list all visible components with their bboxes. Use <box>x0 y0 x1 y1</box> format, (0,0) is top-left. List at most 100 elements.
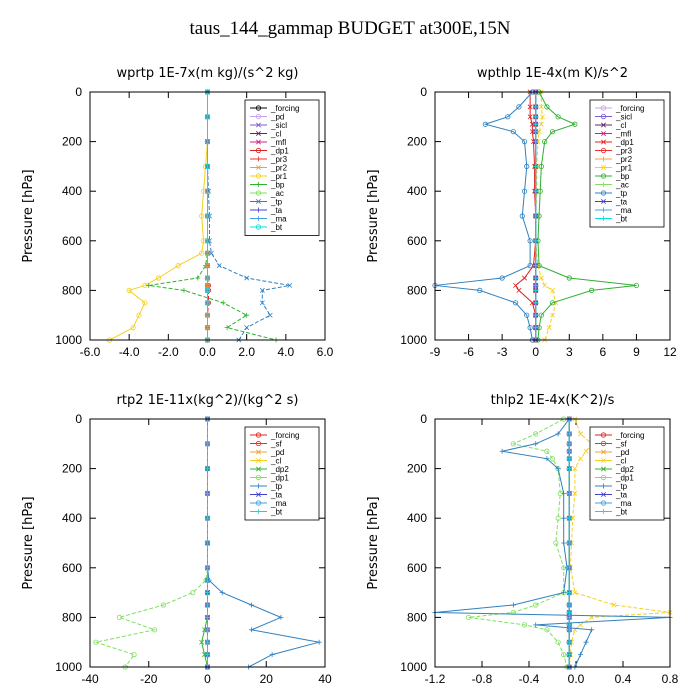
legend-label: _sf <box>615 440 627 449</box>
series-line <box>109 92 208 341</box>
data-point <box>544 627 550 633</box>
data-point <box>538 312 544 318</box>
data-point <box>205 565 210 571</box>
data-point <box>577 431 583 437</box>
y-tick-label: 800 <box>62 610 82 624</box>
data-point <box>195 275 201 281</box>
legend-label: _dp1 <box>270 147 289 156</box>
legend-label: _dp1 <box>615 138 634 147</box>
series-line <box>93 419 208 668</box>
data-point <box>550 287 555 293</box>
legend-label: _pr3 <box>615 147 633 156</box>
x-tick-label: 12 <box>663 345 677 359</box>
data-point <box>482 121 488 127</box>
data-point <box>527 324 533 331</box>
data-point <box>204 282 211 289</box>
legend-marker <box>255 147 262 154</box>
data-point <box>521 188 528 194</box>
data-point <box>205 590 210 596</box>
legend-marker <box>600 440 607 447</box>
chart-title: wprtp 1E-7x(m kg)/(s^2 kg) <box>117 66 299 81</box>
legend-label: _mfl <box>270 138 286 147</box>
legend-marker <box>601 182 606 187</box>
data-point <box>566 448 572 454</box>
data-point <box>510 441 516 447</box>
y-tick-label: 800 <box>62 283 82 297</box>
data-point <box>216 263 222 269</box>
legend-label: _forcing <box>270 431 299 440</box>
data-point <box>519 213 525 219</box>
legend-label: _ma <box>615 499 632 508</box>
data-point <box>477 287 483 293</box>
legend-marker <box>256 449 261 455</box>
legend-label: _ma <box>270 215 287 224</box>
y-tick-label: 600 <box>62 234 82 248</box>
legend-marker <box>256 458 261 463</box>
y-tick-label: 600 <box>407 234 427 248</box>
legend-marker <box>600 432 607 438</box>
y-axis-label: Pressure [hPa] <box>21 169 36 262</box>
data-point <box>524 163 530 169</box>
x-tick-label: -0.8 <box>472 672 493 686</box>
x-tick-label: 6.0 <box>317 345 334 359</box>
legend-label: _pd <box>615 448 629 457</box>
data-point <box>205 441 210 447</box>
legend-label: _mfl <box>615 130 631 139</box>
data-point <box>513 282 519 288</box>
legend-marker <box>601 122 606 128</box>
data-point <box>539 114 545 120</box>
chart-title: wpthlp 1E-4x(m K)/s^2 <box>477 66 628 81</box>
legend-label: _tp <box>270 482 283 491</box>
legend-marker <box>601 492 606 497</box>
data-point <box>204 163 211 169</box>
data-point <box>533 622 539 628</box>
data-point <box>316 639 322 645</box>
data-point <box>566 490 572 496</box>
data-point <box>205 639 210 645</box>
x-tick-label: -3 <box>497 345 508 359</box>
legend-marker <box>256 509 261 514</box>
y-tick-label: 400 <box>62 511 82 525</box>
legend-label: _pd <box>270 448 284 457</box>
legend-label: _ma <box>615 206 632 215</box>
data-point <box>155 275 162 281</box>
y-tick-label: 1000 <box>400 333 427 347</box>
data-point <box>499 448 505 454</box>
legend-marker <box>600 113 607 120</box>
legend-marker <box>601 207 606 213</box>
x-tick-label: 6 <box>600 345 607 359</box>
legend-marker <box>601 458 606 463</box>
legend-label: _cl <box>270 130 281 139</box>
data-point <box>527 262 533 269</box>
legend-marker <box>256 492 261 497</box>
data-point <box>527 238 533 244</box>
legend-marker <box>255 474 262 481</box>
legend-label: _bt <box>615 215 628 224</box>
y-tick-label: 1000 <box>55 333 82 347</box>
data-point <box>199 639 205 645</box>
data-point <box>190 589 196 596</box>
data-point <box>538 104 544 110</box>
y-axis-label: Pressure [hPa] <box>21 496 36 589</box>
data-point <box>572 466 578 472</box>
data-point <box>561 651 567 658</box>
x-tick-label: 0.4 <box>615 672 632 686</box>
data-point <box>152 627 158 633</box>
legend-marker <box>256 216 261 221</box>
data-point <box>572 490 578 496</box>
legend-label: _ac <box>270 189 284 198</box>
legend-label: _pr2 <box>615 155 633 164</box>
data-point <box>538 275 544 281</box>
legend-marker <box>256 466 261 472</box>
data-point <box>549 300 556 306</box>
data-point <box>533 602 539 608</box>
data-point <box>566 639 572 645</box>
x-tick-label: -1.2 <box>425 672 446 686</box>
legend-label: _ma <box>270 499 287 508</box>
chart-title: rtp2 1E-11x(kg^2)/(kg^2 s) <box>117 393 299 408</box>
data-point <box>566 515 572 521</box>
data-point <box>566 466 572 472</box>
legend-label: _cl <box>270 457 281 466</box>
plot-frame <box>89 418 326 668</box>
y-tick-label: 600 <box>407 561 427 575</box>
